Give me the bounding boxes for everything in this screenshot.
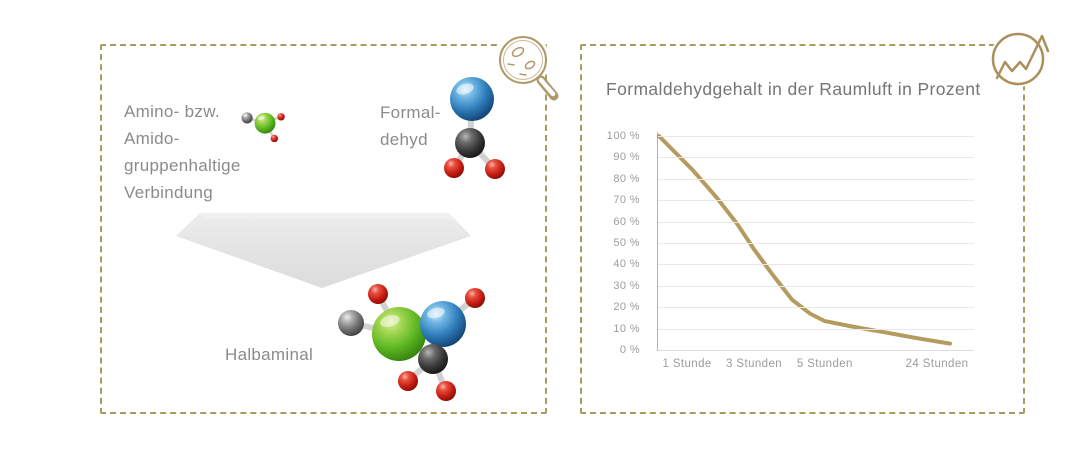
y-axis-label: 30 % bbox=[613, 279, 640, 292]
y-axis-label: 20 % bbox=[613, 301, 640, 314]
gridline bbox=[658, 157, 974, 159]
nitrogen-atom bbox=[241, 112, 253, 124]
product-label: Halbaminal bbox=[225, 345, 314, 364]
x-axis-label: 5 Stunden bbox=[796, 358, 853, 370]
gridline bbox=[658, 200, 974, 202]
amino-group-atom bbox=[372, 307, 426, 361]
y-axis-label: 40 % bbox=[613, 258, 640, 271]
gridline bbox=[658, 307, 974, 309]
y-axis-label: 10 % bbox=[613, 322, 640, 335]
formaldehyde-label: Formal- dehyd bbox=[380, 103, 441, 149]
molecule-magnifier-icon bbox=[496, 33, 559, 101]
gridline bbox=[658, 178, 974, 180]
y-axis-label: 90 % bbox=[613, 151, 640, 164]
gridline bbox=[658, 264, 974, 266]
gridline bbox=[658, 350, 974, 351]
carbon-atom bbox=[418, 344, 448, 374]
x-axis-label: 1 Stunde bbox=[662, 358, 712, 370]
y-axis-label: 0 % bbox=[619, 344, 640, 356]
y-axis-label: 70 % bbox=[613, 194, 640, 207]
chart-line bbox=[656, 134, 952, 346]
chart-panel: Formaldehydgehalt in der Raumluft in Pro… bbox=[580, 31, 1050, 414]
gridline bbox=[658, 285, 974, 287]
reactant-label: Amino- bzw. Amido- gruppenhaltige Verbin… bbox=[124, 102, 241, 202]
chart-title: Formaldehydgehalt in der Raumluft in Pro… bbox=[606, 79, 981, 99]
x-axis-labels: 1 Stunde 3 Stunden 5 Stunden 24 Stunden bbox=[658, 358, 974, 378]
gridline bbox=[658, 221, 974, 223]
reaction-arrow-down bbox=[176, 213, 471, 288]
y-axis-labels: 100 % 90 % 80 % 70 % 60 % 50 % 40 % 30 % 20 % 10 … bbox=[582, 130, 640, 356]
oxygen-blue-atom bbox=[420, 301, 466, 347]
oxygen-atom bbox=[277, 113, 285, 121]
carbon-atom bbox=[455, 128, 485, 158]
gridline bbox=[658, 243, 974, 244]
hydrogen-atom bbox=[444, 158, 464, 178]
hydrogen-atom bbox=[398, 371, 418, 391]
y-axis-label: 60 % bbox=[613, 215, 640, 228]
y-axis-label: 100 % bbox=[606, 130, 640, 142]
reaction-diagram-panel: Amino- bzw. Amido- gruppenhaltige Verbin… bbox=[100, 33, 559, 414]
y-axis-label: 80 % bbox=[613, 172, 640, 185]
hydrogen-atom bbox=[485, 159, 505, 179]
amino-group-atom bbox=[254, 112, 276, 134]
oxygen-atom bbox=[270, 134, 279, 143]
molecule-formaldehyde-image bbox=[444, 77, 505, 179]
oxygen-atom bbox=[368, 284, 388, 304]
oxygen-atom bbox=[465, 288, 485, 308]
nitrogen-atom bbox=[338, 310, 364, 336]
trend-chart-icon bbox=[990, 31, 1050, 87]
y-axis-line bbox=[657, 132, 658, 351]
y-axis-label: 50 % bbox=[613, 237, 640, 249]
chart-plot-area bbox=[656, 132, 974, 351]
gridline bbox=[658, 328, 974, 330]
molecule-amino-compound-image bbox=[241, 112, 285, 143]
gridline bbox=[658, 136, 974, 137]
x-axis-label: 3 Stunden bbox=[726, 358, 783, 370]
hydrogen-atom bbox=[436, 381, 456, 401]
molecule-halbaminal-image bbox=[338, 284, 485, 401]
x-axis-label: 24 Stunden bbox=[905, 358, 969, 370]
